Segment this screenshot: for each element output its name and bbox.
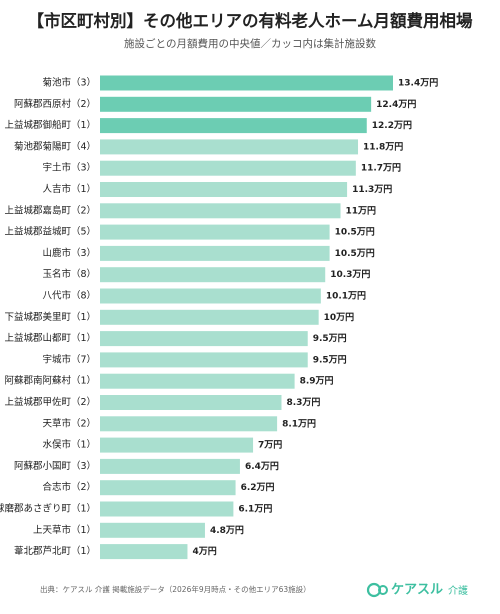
category-label: 合志市（2） — [42, 481, 96, 493]
bar — [100, 395, 282, 410]
bar — [100, 245, 330, 261]
bar — [100, 416, 278, 432]
value-label: 11.8万円 — [363, 141, 403, 152]
value-label: 6.2万円 — [241, 482, 275, 493]
bar — [100, 75, 393, 91]
category-label: 上益城郡嘉島町（2） — [4, 204, 96, 216]
category-label: 上益城郡山都町（1） — [4, 332, 96, 344]
value-label: 12.4万円 — [376, 99, 416, 110]
category-label: 天草市（2） — [42, 417, 96, 429]
category-label: 玉名市（8） — [42, 268, 96, 280]
category-label: 菊池市（3） — [42, 77, 96, 89]
logo-name: ケアスル — [391, 583, 443, 598]
value-label: 11.7万円 — [361, 163, 401, 174]
bar — [100, 544, 188, 560]
category-label: 阿蘇郡南阿蘇村（1） — [4, 375, 96, 387]
bar — [100, 224, 330, 240]
value-label: 6.4万円 — [245, 461, 279, 472]
category-label: 阿蘇郡小国町（3） — [14, 460, 96, 472]
source-note: 出典：ケアスル 介護 掲載施設データ（2026年9月時点・その他エリア63施設） — [40, 584, 311, 594]
bar — [100, 288, 321, 304]
value-label: 4.8万円 — [210, 525, 244, 536]
category-label: 山鹿市（3） — [42, 247, 96, 259]
category-label: 上益城郡益城町（5） — [4, 226, 96, 238]
value-label: 7万円 — [258, 440, 282, 451]
value-label: 10.3万円 — [330, 269, 370, 280]
category-label: 人吉市（1） — [42, 183, 96, 195]
bar — [100, 352, 308, 368]
category-label: 水俣市（1） — [42, 439, 96, 451]
value-label: 4万円 — [192, 546, 216, 557]
category-label: 菊池郡菊陽町（4） — [14, 140, 96, 152]
bar — [100, 437, 254, 453]
value-label: 8.1万円 — [282, 418, 316, 429]
value-label: 9.5万円 — [313, 354, 347, 365]
category-label: 宇城市（7） — [42, 353, 96, 365]
bar — [100, 480, 236, 496]
bar — [100, 522, 205, 538]
chart-title: 【市区町村別】その他エリアの有料老人ホーム月額費用相場 — [27, 11, 473, 31]
category-label: 葦北郡芦北町（1） — [14, 545, 96, 557]
value-label: 12.2万円 — [372, 120, 412, 131]
value-label: 10.5万円 — [335, 227, 375, 238]
bar — [100, 118, 367, 134]
category-label: 下益城郡美里町（1） — [4, 311, 96, 323]
value-label: 6.1万円 — [238, 504, 272, 515]
value-label: 10.5万円 — [335, 248, 375, 259]
bar — [100, 139, 359, 155]
bar — [100, 331, 308, 347]
bar — [100, 309, 319, 325]
value-label: 10.1万円 — [326, 291, 366, 302]
bar — [100, 96, 372, 112]
category-label: 八代市（8） — [42, 290, 96, 302]
bar — [100, 182, 348, 197]
category-label: 上天草市（1） — [33, 524, 96, 536]
value-label: 10万円 — [324, 312, 355, 323]
category-label: 上益城郡甲佐町（2） — [4, 396, 96, 408]
chart-subtitle: 施設ごとの月額費用の中央値／カッコ内は集計施設数 — [124, 37, 376, 50]
bar — [100, 373, 295, 389]
value-label: 11万円 — [346, 205, 377, 216]
logo-icon — [378, 585, 388, 595]
category-label: 上益城郡御船町（1） — [4, 119, 96, 131]
value-label: 13.4万円 — [398, 78, 438, 89]
category-label: 阿蘇郡西原村（2） — [14, 98, 96, 110]
value-label: 8.3万円 — [286, 397, 320, 408]
logo: ケアスル 介護 — [366, 583, 468, 598]
bar — [100, 267, 326, 283]
bar — [100, 458, 240, 474]
bar — [100, 203, 341, 219]
value-label: 9.5万円 — [313, 333, 347, 344]
category-label: 球磨郡あさぎり町（1） — [0, 503, 96, 515]
logo-sub: 介護 — [448, 584, 468, 597]
value-label: 11.3万円 — [352, 184, 392, 195]
category-label: 宇土市（3） — [42, 162, 96, 174]
value-label: 8.9万円 — [300, 376, 334, 387]
bar — [100, 160, 356, 176]
bar — [100, 501, 234, 517]
